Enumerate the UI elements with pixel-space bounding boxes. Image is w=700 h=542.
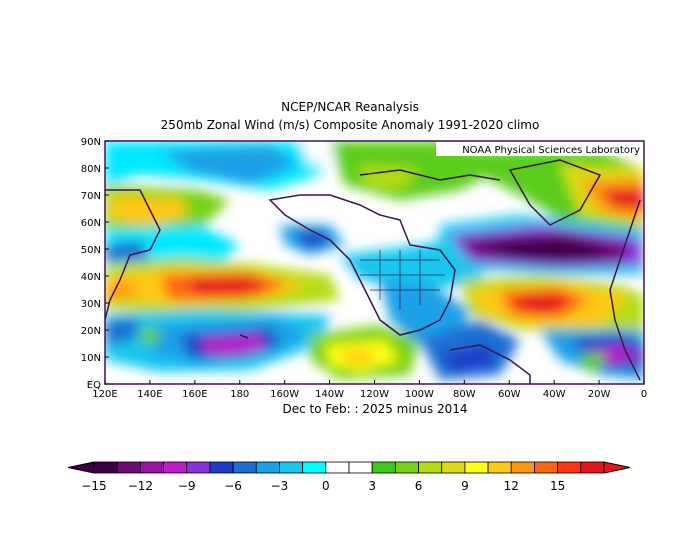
lat-label: 70N bbox=[81, 191, 101, 202]
lon-label: 180 bbox=[230, 389, 249, 400]
lon-label: 100W bbox=[405, 389, 434, 400]
colorbar-left-arrow bbox=[67, 461, 95, 474]
colorbar-swatch bbox=[441, 461, 466, 474]
colorbar-swatch bbox=[163, 461, 188, 474]
lon-label: 140W bbox=[315, 389, 344, 400]
colorbar-swatch bbox=[232, 461, 257, 474]
colorbar-swatch bbox=[557, 461, 582, 474]
colorbar-label: −6 bbox=[224, 479, 242, 493]
colorbar-swatch bbox=[209, 461, 234, 474]
colorbar-swatch bbox=[394, 461, 419, 474]
lon-label: 160E bbox=[182, 389, 207, 400]
colorbar-label: −12 bbox=[128, 479, 153, 493]
wind-anomaly-field bbox=[105, 141, 644, 384]
longitude-labels: 120E 140E 160E 180 160W 140W 120W 100W 80W 60W 40W… bbox=[92, 380, 647, 400]
latitude-labels: 90N 80N 70N 60N 50N 40N 30N 20N 10N EQ bbox=[81, 137, 109, 391]
lat-label: 40N bbox=[81, 272, 101, 283]
colorbar-label: 3 bbox=[368, 479, 376, 493]
colorbar-swatch bbox=[418, 461, 443, 474]
colorbar: −15 −12 −9 −6 −3 0 3 6 9 12 15 bbox=[67, 461, 631, 493]
colorbar-swatch bbox=[93, 461, 118, 474]
credit-box: NOAA Physical Sciences Laboratory bbox=[436, 142, 642, 156]
lon-label: 0 bbox=[641, 389, 647, 400]
colorbar-swatch bbox=[534, 461, 559, 474]
colorbar-swatch bbox=[464, 461, 489, 474]
colorbar-swatch bbox=[325, 461, 350, 474]
colorbar-swatch bbox=[580, 461, 605, 474]
lat-label: 90N bbox=[81, 137, 101, 148]
colorbar-label: −3 bbox=[271, 479, 289, 493]
colorbar-swatch bbox=[255, 461, 280, 474]
colorbar-swatch bbox=[371, 461, 396, 474]
map-subtitle: 250mb Zonal Wind (m/s) Composite Anomaly… bbox=[160, 118, 540, 132]
colorbar-swatch bbox=[487, 461, 512, 474]
lat-label: 20N bbox=[81, 326, 101, 337]
period-label: Dec to Feb: : 2025 minus 2014 bbox=[282, 402, 468, 416]
lon-label: 60W bbox=[498, 389, 521, 400]
lon-label: 80W bbox=[453, 389, 476, 400]
colorbar-label: −15 bbox=[81, 479, 106, 493]
colorbar-label: 12 bbox=[504, 479, 519, 493]
colorbar-swatch bbox=[116, 461, 141, 474]
colorbar-swatch bbox=[139, 461, 164, 474]
lon-label: 120W bbox=[360, 389, 389, 400]
lon-label: 40W bbox=[543, 389, 566, 400]
colorbar-swatch bbox=[279, 461, 304, 474]
lat-label: 30N bbox=[81, 299, 101, 310]
lat-label: 10N bbox=[81, 353, 101, 364]
lon-label: 20W bbox=[588, 389, 611, 400]
coastlines bbox=[105, 159, 641, 384]
lat-label: 60N bbox=[81, 218, 101, 229]
colorbar-label: −9 bbox=[178, 479, 196, 493]
lat-label: 80N bbox=[81, 164, 101, 175]
colorbar-label: 6 bbox=[415, 479, 423, 493]
colorbar-label: 9 bbox=[461, 479, 469, 493]
lat-label: EQ bbox=[87, 380, 101, 391]
colorbar-label: 0 bbox=[322, 479, 330, 493]
map-title: NCEP/NCAR Reanalysis bbox=[281, 100, 419, 114]
lon-label: 160W bbox=[270, 389, 299, 400]
lon-label: 120E bbox=[92, 389, 117, 400]
colorbar-right-arrow bbox=[603, 461, 631, 474]
colorbar-swatch bbox=[348, 461, 373, 474]
lat-label: 50N bbox=[81, 245, 101, 256]
colorbar-swatch bbox=[186, 461, 211, 474]
credit-label: NOAA Physical Sciences Laboratory bbox=[462, 145, 640, 156]
colorbar-label: 15 bbox=[550, 479, 565, 493]
colorbar-swatch bbox=[510, 461, 535, 474]
lon-label: 140E bbox=[137, 389, 162, 400]
colorbar-swatch bbox=[302, 461, 327, 474]
